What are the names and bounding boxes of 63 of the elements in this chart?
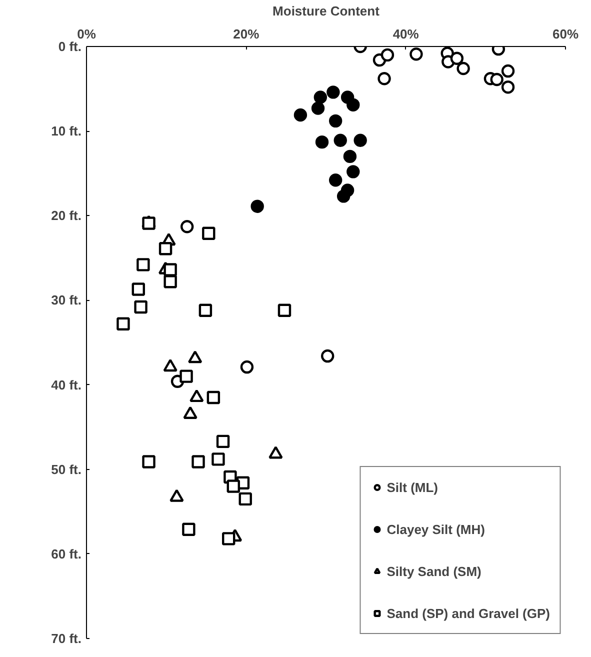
point — [216, 434, 230, 448]
y-tick-label: 40 ft. — [51, 377, 82, 392]
point — [328, 174, 342, 187]
point — [250, 200, 264, 213]
point — [180, 370, 193, 383]
point — [132, 282, 145, 296]
point — [380, 48, 394, 62]
point — [315, 135, 329, 149]
y-tick-label: 10 ft. — [51, 124, 82, 139]
point — [328, 114, 342, 128]
point — [198, 304, 212, 317]
point — [314, 90, 328, 104]
point — [343, 150, 357, 164]
point — [180, 220, 194, 234]
point — [278, 304, 292, 317]
x-axis-title: Moisture Content — [272, 4, 380, 18]
legend-label: Sand (SP) and Gravel (GP) — [386, 606, 550, 620]
y-tick-label: 60 ft. — [51, 546, 82, 562]
point — [136, 258, 150, 272]
legend-label: Clayey Silt (MH) — [386, 522, 485, 536]
point — [206, 390, 220, 404]
point — [336, 190, 350, 203]
y-tick-label: 70 ft. — [51, 631, 82, 646]
point — [164, 275, 177, 288]
y-tick-label: 30 ft. — [51, 292, 82, 308]
point — [182, 522, 196, 536]
x-tick-label: 20% — [233, 26, 260, 42]
point — [334, 134, 347, 147]
point — [501, 64, 515, 78]
point — [116, 317, 130, 330]
point — [134, 300, 148, 314]
x-tick-label: 0% — [77, 26, 96, 42]
point — [240, 360, 254, 374]
point — [142, 455, 156, 468]
point — [238, 492, 252, 506]
point — [226, 480, 240, 493]
point — [326, 86, 340, 99]
point — [320, 349, 334, 363]
y-tick-label: 20 ft. — [51, 208, 82, 224]
point — [501, 80, 515, 94]
point — [202, 226, 216, 240]
point — [346, 98, 360, 112]
point — [163, 359, 178, 372]
point — [311, 102, 325, 115]
point — [354, 134, 367, 147]
point — [158, 242, 172, 256]
point — [456, 62, 470, 76]
x-tick-label: 60% — [552, 26, 579, 42]
x-tick-label: 40% — [392, 26, 420, 42]
point — [410, 48, 423, 61]
point — [294, 108, 308, 122]
point — [450, 52, 464, 65]
point — [378, 72, 391, 86]
legend-label: Silty Sand (SM) — [386, 564, 482, 578]
y-tick-label: 0 ft. — [58, 39, 82, 54]
y-tick-label: 50 ft. — [51, 462, 82, 477]
point — [490, 72, 504, 86]
point — [346, 165, 360, 178]
point — [192, 455, 205, 468]
point — [164, 263, 177, 276]
legend-label: Silt (ML) — [386, 480, 438, 494]
point — [212, 452, 225, 466]
point — [222, 532, 236, 546]
